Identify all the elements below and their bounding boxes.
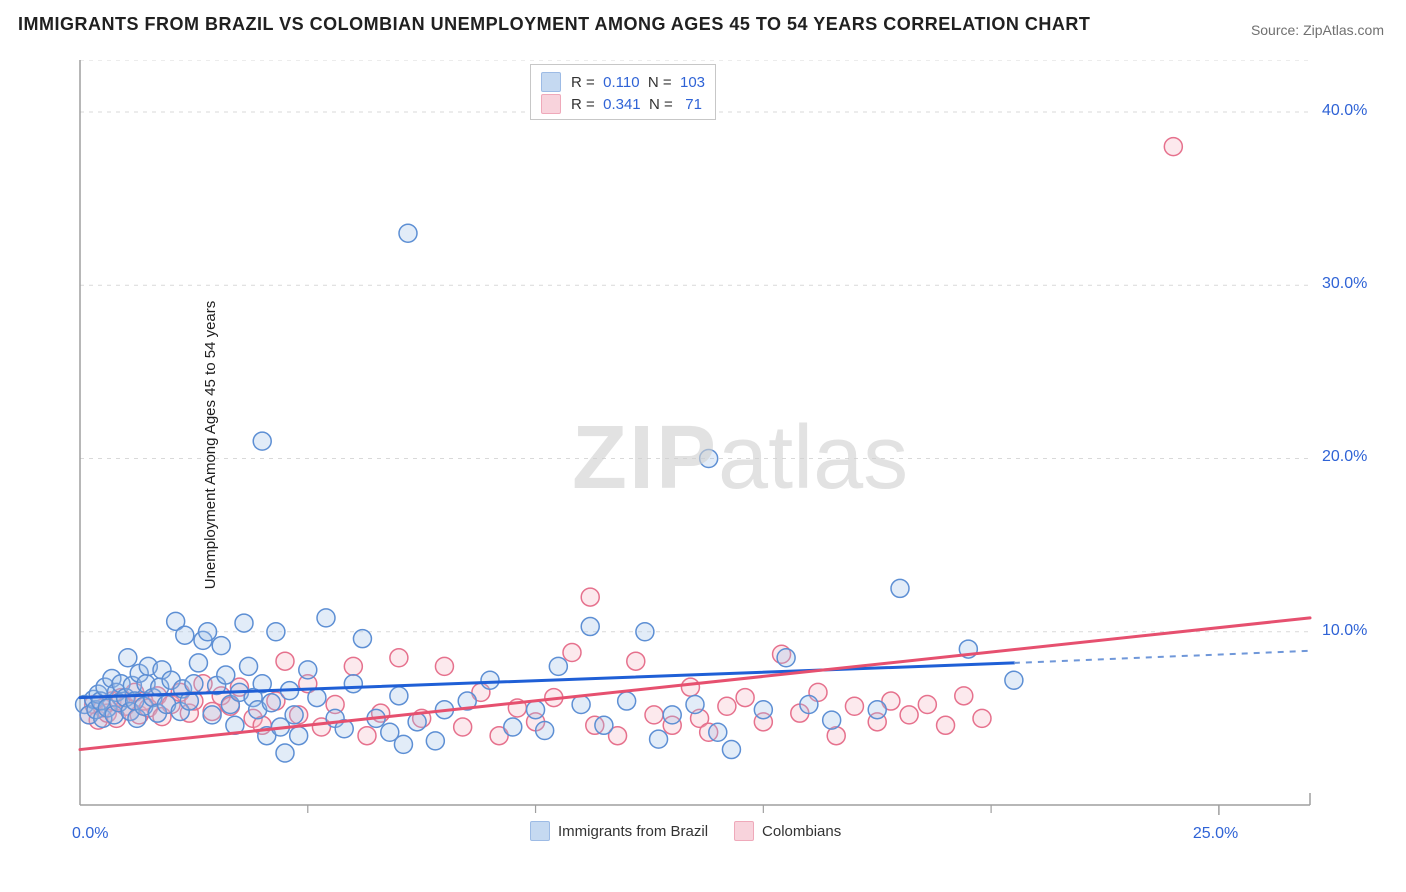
legend-series-label: Immigrants from Brazil (558, 823, 708, 840)
data-point (581, 618, 599, 636)
data-point (868, 701, 886, 719)
data-point (317, 609, 335, 627)
data-point (891, 579, 909, 597)
data-point (754, 701, 772, 719)
data-point (581, 588, 599, 606)
data-point (1005, 671, 1023, 689)
data-point (344, 657, 362, 675)
data-point (262, 694, 280, 712)
legend-swatch-icon (530, 821, 550, 841)
data-point (549, 657, 567, 675)
data-point (736, 689, 754, 707)
data-point (572, 696, 590, 714)
data-point (217, 666, 235, 684)
y-tick-label: 20.0% (1322, 448, 1367, 466)
data-point (845, 697, 863, 715)
data-point (686, 696, 704, 714)
data-point (203, 706, 221, 724)
scatter-plot-svg (50, 60, 1340, 830)
legend-stat-row: R = 0.110 N = 103 (541, 71, 705, 93)
data-point (390, 687, 408, 705)
x-tick-label: 0.0% (72, 825, 108, 843)
data-point (276, 744, 294, 762)
data-point (709, 723, 727, 741)
data-point (700, 449, 718, 467)
data-point (308, 689, 326, 707)
data-point (595, 716, 613, 734)
data-point (176, 626, 194, 644)
y-tick-label: 40.0% (1322, 102, 1367, 120)
legend-stat-row: R = 0.341 N = 71 (541, 93, 705, 115)
data-point (663, 706, 681, 724)
data-point (900, 706, 918, 724)
data-point (390, 649, 408, 667)
data-point (823, 711, 841, 729)
data-point (718, 697, 736, 715)
data-point (777, 649, 795, 667)
data-point (973, 709, 991, 727)
data-point (563, 644, 581, 662)
data-point (253, 432, 271, 450)
y-tick-label: 10.0% (1322, 622, 1367, 640)
legend-series-item: Immigrants from Brazil (530, 821, 708, 841)
chart-title: IMMIGRANTS FROM BRAZIL VS COLOMBIAN UNEM… (18, 14, 1090, 35)
legend-swatch-icon (734, 821, 754, 841)
data-point (536, 722, 554, 740)
data-point (481, 671, 499, 689)
data-point (299, 661, 317, 679)
data-point (189, 654, 207, 672)
data-point (358, 727, 376, 745)
data-point (636, 623, 654, 641)
data-point (722, 741, 740, 759)
data-point (1164, 138, 1182, 156)
data-point (627, 652, 645, 670)
data-point (353, 630, 371, 648)
legend-stats-box: R = 0.110 N = 103R = 0.341 N = 71 (530, 64, 716, 120)
source-label: Source: ZipAtlas.com (1251, 22, 1384, 38)
legend-series-item: Colombians (734, 821, 841, 841)
legend-series: Immigrants from Brazil Colombians (530, 821, 841, 841)
data-point (285, 706, 303, 724)
data-point (918, 696, 936, 714)
x-tick-label: 25.0% (1193, 825, 1238, 843)
data-point (212, 637, 230, 655)
data-point (645, 706, 663, 724)
data-point (119, 649, 137, 667)
data-point (394, 735, 412, 753)
data-point (199, 623, 217, 641)
data-point (955, 687, 973, 705)
data-point (650, 730, 668, 748)
data-point (276, 652, 294, 670)
y-tick-label: 30.0% (1322, 275, 1367, 293)
legend-series-label: Colombians (762, 823, 841, 840)
data-point (527, 701, 545, 719)
data-point (435, 657, 453, 675)
y-axis-label: Unemployment Among Ages 45 to 54 years (202, 301, 219, 590)
data-point (681, 678, 699, 696)
data-point (454, 718, 472, 736)
legend-swatch-icon (541, 72, 561, 92)
data-point (185, 675, 203, 693)
legend-swatch-icon (541, 94, 561, 114)
data-point (937, 716, 955, 734)
plot-container: Unemployment Among Ages 45 to 54 years Z… (50, 60, 1340, 830)
data-point (800, 696, 818, 714)
data-point (235, 614, 253, 632)
data-point (267, 623, 285, 641)
data-point (618, 692, 636, 710)
data-point (399, 224, 417, 242)
data-point (344, 675, 362, 693)
data-point (290, 727, 308, 745)
data-point (240, 657, 258, 675)
data-point (504, 718, 522, 736)
data-point (426, 732, 444, 750)
